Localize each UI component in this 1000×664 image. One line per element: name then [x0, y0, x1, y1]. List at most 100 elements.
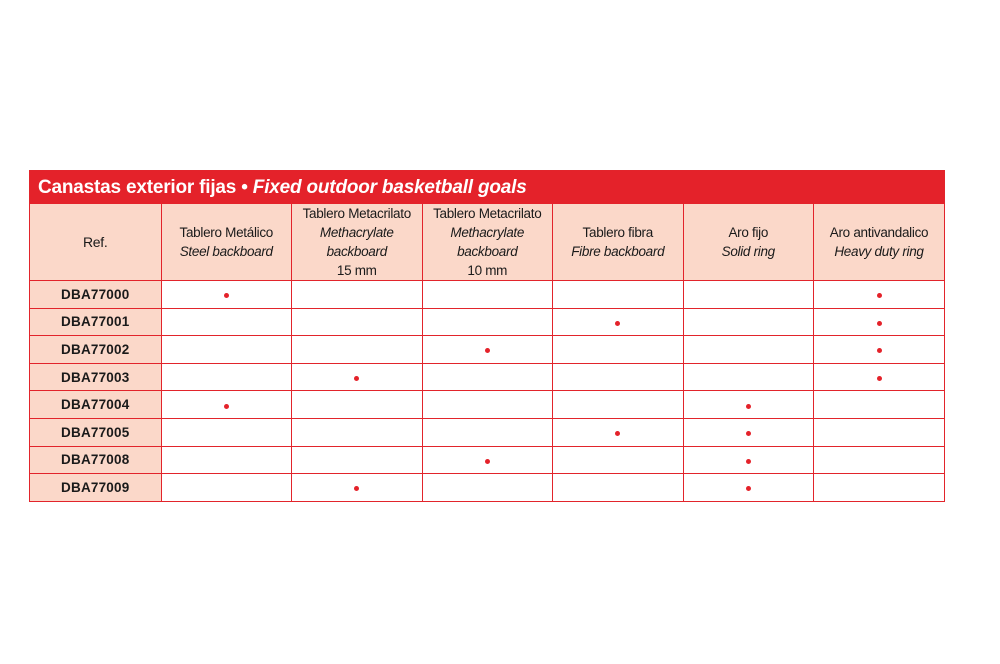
column-header-size: 15 mm [292, 261, 422, 280]
feature-cell [161, 308, 292, 336]
feature-cell [422, 418, 553, 446]
feature-cell [161, 281, 292, 309]
spec-table: Canastas exterior fijas • Fixed outdoor … [29, 170, 945, 502]
feature-cell [292, 418, 423, 446]
bullet-dot-icon [224, 293, 229, 298]
bullet-dot-icon [354, 486, 359, 491]
feature-cell [683, 281, 814, 309]
column-header: Tablero fibra Fibre backboard [553, 204, 684, 281]
ref-cell: DBA77001 [30, 308, 161, 336]
feature-cell [292, 474, 423, 501]
ref-cell: DBA77008 [30, 446, 161, 474]
table-title: Canastas exterior fijas • Fixed outdoor … [30, 171, 944, 204]
bullet-dot-icon [877, 321, 882, 326]
bullet-dot-icon [485, 459, 490, 464]
column-header: Tablero Metálico Steel backboard [161, 204, 292, 281]
feature-cell [683, 391, 814, 419]
table-row: DBA77008 [30, 446, 944, 474]
column-header-es: Tablero Metacrilato [292, 204, 422, 223]
table-title-es: Canastas exterior fijas [38, 177, 236, 198]
ref-cell: DBA77000 [30, 281, 161, 309]
table-row: DBA77004 [30, 391, 944, 419]
feature-cell [814, 363, 945, 391]
column-header-ref: Ref. [30, 204, 161, 281]
feature-cell [683, 336, 814, 364]
feature-cell [422, 281, 553, 309]
feature-cell [422, 474, 553, 501]
table-row: DBA77001 [30, 308, 944, 336]
feature-cell [161, 474, 292, 501]
bullet-dot-icon [615, 321, 620, 326]
feature-cell [553, 391, 684, 419]
bullet-dot-icon [746, 459, 751, 464]
feature-cell [292, 308, 423, 336]
feature-cell [422, 391, 553, 419]
feature-cell [814, 418, 945, 446]
column-header: Tablero Metacrilato Methacrylate backboar… [292, 204, 423, 281]
header-row: Ref. Tablero Metálico Steel backboard Table… [30, 204, 944, 281]
feature-cell [161, 446, 292, 474]
column-header-en: Steel backboard [162, 242, 292, 261]
bullet-dot-icon [615, 431, 620, 436]
feature-cell [292, 446, 423, 474]
feature-cell [683, 446, 814, 474]
table-title-separator: • [236, 177, 253, 198]
feature-cell [814, 336, 945, 364]
feature-cell [553, 418, 684, 446]
table-row: DBA77000 [30, 281, 944, 309]
bullet-dot-icon [485, 348, 490, 353]
column-header-es: Ref. [30, 233, 161, 252]
table-row: DBA77009 [30, 474, 944, 501]
bullet-dot-icon [224, 404, 229, 409]
column-header-es: Tablero Metacrilato [423, 204, 553, 223]
column-header: Aro fijo Solid ring [683, 204, 814, 281]
table-body: DBA77000 DBA77001 DBA77002 DBA77003 DBA77004… [30, 281, 944, 501]
column-header-en: Methacrylate backboard [292, 223, 422, 261]
table-row: DBA77005 [30, 418, 944, 446]
bullet-dot-icon [746, 486, 751, 491]
table-row: DBA77002 [30, 336, 944, 364]
column-header-en: Methacrylate backboard [423, 223, 553, 261]
feature-cell [814, 308, 945, 336]
feature-cell [161, 391, 292, 419]
column-header-es: Aro antivandalico [814, 223, 944, 242]
feature-cell [814, 281, 945, 309]
feature-cell [422, 336, 553, 364]
ref-cell: DBA77005 [30, 418, 161, 446]
feature-cell [292, 363, 423, 391]
feature-cell [161, 363, 292, 391]
feature-cell [553, 446, 684, 474]
feature-cell [683, 474, 814, 501]
ref-cell: DBA77002 [30, 336, 161, 364]
bullet-dot-icon [877, 293, 882, 298]
column-header: Aro antivandalico Heavy duty ring [814, 204, 945, 281]
feature-cell [683, 418, 814, 446]
feature-cell [683, 308, 814, 336]
feature-cell [161, 336, 292, 364]
column-header-es: Tablero fibra [553, 223, 683, 242]
table-row: DBA77003 [30, 363, 944, 391]
feature-cell [683, 363, 814, 391]
bullet-dot-icon [354, 376, 359, 381]
feature-cell [161, 418, 292, 446]
column-header-size: 10 mm [423, 261, 553, 280]
feature-cell [814, 446, 945, 474]
feature-cell [814, 474, 945, 501]
bullet-dot-icon [746, 431, 751, 436]
feature-cell [814, 391, 945, 419]
ref-cell: DBA77009 [30, 474, 161, 501]
column-header-es: Aro fijo [684, 223, 814, 242]
feature-cell [422, 363, 553, 391]
feature-cell [553, 336, 684, 364]
feature-cell [553, 308, 684, 336]
bullet-dot-icon [877, 376, 882, 381]
feature-cell [422, 446, 553, 474]
feature-cell [422, 308, 553, 336]
feature-cell [553, 363, 684, 391]
column-header-en: Fibre backboard [553, 242, 683, 261]
feature-cell [292, 336, 423, 364]
bullet-dot-icon [877, 348, 882, 353]
spec-grid: Ref. Tablero Metálico Steel backboard Table… [30, 204, 944, 501]
column-header: Tablero Metacrilato Methacrylate backboar… [422, 204, 553, 281]
